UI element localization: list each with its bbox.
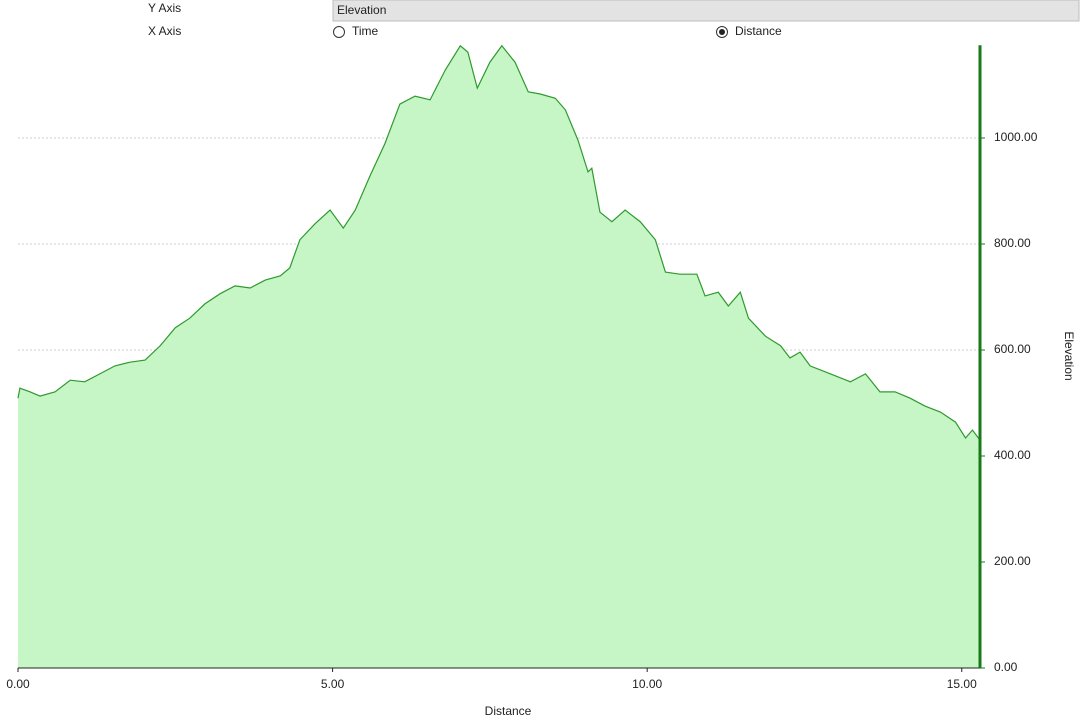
x-tick-label: 10.00 [632,677,662,691]
x-tick-label: 5.00 [321,677,345,691]
x-tick-label: 0.00 [6,677,30,691]
y-tick-label: 400.00 [994,448,1031,462]
y-tick-label: 0.00 [994,660,1018,674]
radio-dot [719,29,725,35]
y-axis-title: Elevation [1062,331,1076,380]
y-tick-label: 800.00 [994,236,1031,250]
y-tick-label: 600.00 [994,342,1031,356]
radio-button[interactable] [333,26,345,38]
y-tick-label: 200.00 [994,554,1031,568]
area-fill [18,45,980,668]
y-axis-dropdown[interactable] [332,0,1080,22]
x-tick-label: 15.00 [947,677,977,691]
dropdown-value: Elevation [337,3,386,17]
radio-label[interactable]: Distance [735,24,782,38]
x-axis-label: X Axis [148,24,181,38]
radio-label[interactable]: Time [352,24,379,38]
x-axis-title: Distance [485,704,532,718]
y-tick-label: 1000.00 [994,130,1038,144]
y-axis-label: Y Axis [148,1,181,15]
area-line [17,44,981,441]
